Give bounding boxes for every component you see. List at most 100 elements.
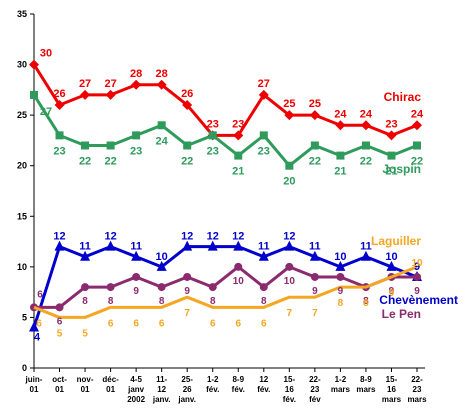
marker-le-pen: [234, 262, 243, 271]
data-label-chev-nement: 12: [283, 231, 295, 243]
x-tick-label: 1-2: [207, 375, 219, 384]
marker-chirac: [258, 89, 269, 100]
data-label-laguiller: 6: [261, 318, 267, 329]
x-tick-label: fév.: [283, 395, 296, 404]
marker-jospin: [234, 151, 243, 160]
data-label-jospin: 20: [283, 176, 295, 188]
marker-le-pen: [259, 283, 268, 292]
marker-chev-nement: [233, 240, 244, 251]
series-line-laguiller: [33, 265, 418, 319]
marker-jospin: [132, 131, 141, 140]
marker-chirac: [335, 120, 346, 131]
marker-jospin: [208, 131, 217, 140]
marker-jospin: [413, 141, 421, 150]
marker-chirac: [233, 130, 244, 141]
marker-le-pen: [183, 272, 192, 281]
data-label-jospin: 22: [411, 155, 423, 167]
marker-chirac: [360, 120, 371, 131]
data-label-chev-nement: 11: [360, 241, 372, 253]
data-label-chev-nement: 10: [385, 251, 397, 263]
marker-le-pen: [132, 272, 141, 281]
x-tick-label: janv.: [177, 395, 196, 404]
data-label-chev-nement: 12: [207, 231, 219, 243]
marker-le-pen: [310, 272, 319, 281]
x-tick-label: fév: [309, 395, 321, 404]
marker-jospin: [183, 141, 192, 150]
marker-chev-nement: [207, 240, 218, 251]
data-label-jospin: 21: [232, 166, 244, 178]
x-tick-label: 16: [285, 385, 294, 394]
marker-le-pen: [157, 283, 166, 292]
x-tick-label: 1-2: [335, 375, 347, 384]
data-label-jospin: 23: [130, 145, 142, 157]
data-label-chev-nement: 10: [156, 251, 168, 263]
x-tick-label: 12: [157, 385, 166, 394]
marker-chirac: [54, 100, 65, 111]
x-tick-label: 16: [387, 385, 396, 394]
marker-le-pen: [81, 283, 90, 292]
data-label-jospin: 23: [53, 145, 65, 157]
marker-chirac: [80, 89, 91, 100]
data-label-chev-nement: 10: [334, 251, 346, 263]
data-label-laguiller: 5: [82, 328, 88, 339]
x-tick-label: fév.: [232, 385, 245, 394]
axes: 05101520253035juin-01oct-01nov-01déc-014…: [17, 9, 427, 404]
marker-chirac: [182, 100, 193, 111]
data-label-chirac: 23: [207, 118, 219, 130]
data-label-laguiller: 6: [108, 318, 114, 329]
legend-label-jospin: Jospin: [382, 162, 421, 176]
data-label-jospin: 22: [79, 155, 91, 167]
marker-chev-nement: [29, 321, 39, 332]
data-label-laguiller: 6: [133, 318, 139, 329]
x-tick-label: 22-: [309, 375, 321, 384]
x-tick-label: 8-9: [360, 375, 372, 384]
data-label-le-pen: 8: [363, 296, 369, 307]
legend-label-le-pen: Le Pen: [382, 307, 421, 321]
data-label-laguiller: 6: [235, 318, 241, 329]
data-label-chirac: 30: [40, 48, 52, 60]
y-tick-label: 25: [17, 110, 27, 120]
y-tick-label: 5: [22, 312, 27, 322]
data-label-chirac: 27: [104, 78, 116, 90]
marker-chev-nement: [258, 250, 269, 261]
data-label-le-pen: 6: [57, 316, 63, 327]
marker-jospin: [55, 131, 64, 140]
marker-jospin: [336, 151, 345, 160]
data-label-le-pen: 8: [159, 296, 165, 307]
marker-chev-nement: [131, 250, 142, 261]
marker-le-pen: [413, 272, 421, 281]
marker-chev-nement: [386, 260, 397, 271]
data-label-chirac: 28: [130, 68, 142, 80]
data-label-chirac: 27: [258, 78, 270, 90]
y-tick-label: 15: [17, 211, 27, 221]
x-tick-label: 8-9: [232, 375, 244, 384]
data-label-chirac: 23: [232, 118, 244, 130]
data-label-le-pen: 9: [312, 286, 318, 297]
marker-le-pen: [336, 272, 345, 281]
x-tick-label: 11-: [156, 375, 167, 384]
marker-le-pen: [208, 283, 217, 292]
series-line-chirac: [32, 63, 418, 137]
y-tick-label: 30: [17, 60, 27, 70]
data-label-jospin: 27: [40, 106, 52, 118]
x-tick-label: déc-: [102, 375, 119, 384]
data-label-chev-nement: 11: [79, 241, 91, 253]
data-label-laguiller: 6: [36, 318, 42, 329]
data-label-jospin: 22: [309, 155, 321, 167]
data-label-le-pen: 9: [414, 286, 420, 297]
x-tick-label: juin-: [25, 375, 43, 384]
marker-chev-nement: [156, 260, 167, 271]
x-tick-label: 12: [259, 375, 268, 384]
data-label-laguiller: 9: [389, 288, 395, 299]
data-label-le-pen: 9: [184, 286, 190, 297]
marker-chirac: [386, 130, 397, 141]
marker-jospin: [310, 141, 319, 150]
marker-chev-nement: [54, 240, 65, 251]
data-label-le-pen: 8: [261, 296, 267, 307]
marker-chirac: [156, 79, 167, 90]
x-tick-label: mars: [382, 395, 402, 404]
x-tick-label: 23: [310, 385, 319, 394]
data-label-le-pen: 8: [108, 296, 114, 307]
data-label-laguiller: 6: [210, 318, 216, 329]
